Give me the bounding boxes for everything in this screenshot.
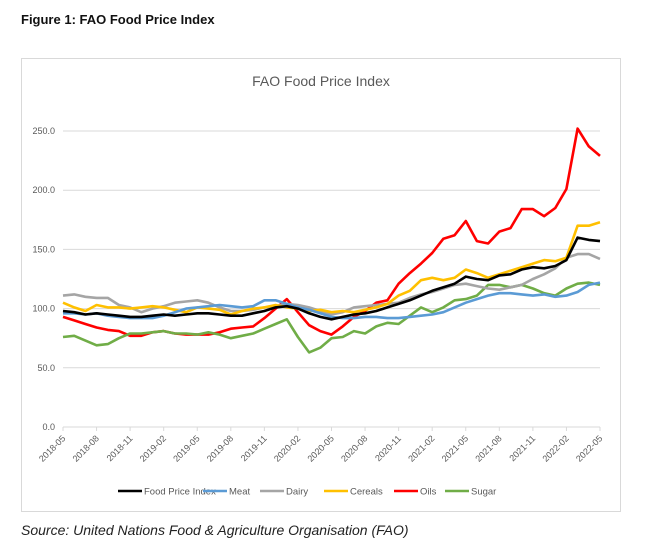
legend-label: Oils [420, 487, 437, 498]
x-tick-label: 2021-08 [473, 433, 503, 463]
series-line-dairy [62, 252, 601, 316]
x-tick-label: 2018-08 [71, 433, 101, 463]
y-tick-label: 100.0 [32, 304, 55, 314]
legend-label: Sugar [471, 487, 496, 498]
chart-frame [21, 58, 621, 512]
series-line-oils [62, 127, 601, 338]
series-line-meat [63, 281, 601, 320]
legend-label: Dairy [286, 487, 308, 498]
x-tick-label: 2021-02 [406, 433, 436, 463]
x-tick-label: 2020-02 [272, 433, 302, 463]
x-tick-label: 2018-11 [105, 433, 135, 463]
y-tick-label: 150.0 [32, 244, 55, 254]
x-tick-label: 2019-08 [205, 433, 235, 463]
x-tick-label: 2022-02 [540, 433, 570, 463]
legend-label: Meat [229, 487, 250, 498]
x-tick-label: 2021-05 [440, 433, 470, 463]
chart-title: FAO Food Price Index [252, 73, 390, 89]
figure-title: Figure 1: FAO Food Price Index [21, 12, 215, 27]
x-tick-label: 2020-05 [305, 433, 335, 463]
x-tick-label: 2020-08 [339, 433, 369, 463]
x-tick-label: 2019-02 [138, 433, 168, 463]
x-tick-label: 2019-11 [239, 433, 269, 463]
x-tick-label: 2018-05 [37, 433, 67, 463]
y-tick-label: 200.0 [32, 185, 55, 195]
legend-label: Food Price Index [144, 487, 216, 498]
y-tick-label: 250.0 [32, 126, 55, 136]
x-tick-label: 2021-11 [507, 433, 537, 463]
x-tick-label: 2019-05 [171, 433, 201, 463]
x-tick-label: 2020-11 [373, 433, 403, 463]
series-line-food-price-index [62, 236, 601, 321]
source-note: Source: United Nations Food & Agricultur… [21, 522, 409, 538]
y-tick-label: 0.0 [42, 422, 55, 432]
series-line-cereals [62, 220, 601, 316]
x-tick-label: 2022-05 [574, 433, 604, 463]
legend-label: Cereals [350, 487, 383, 498]
y-tick-label: 50.0 [37, 363, 55, 373]
